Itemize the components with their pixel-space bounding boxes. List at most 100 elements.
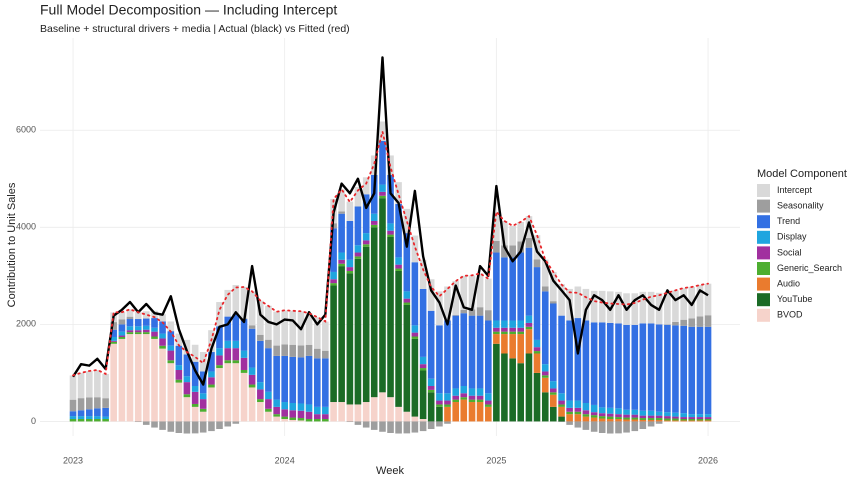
bar-segment — [444, 421, 451, 424]
bar-segment — [403, 291, 411, 299]
bar-segment — [297, 410, 305, 419]
y-tick-label: 4000 — [16, 222, 36, 232]
bar-segment — [664, 420, 671, 422]
bar-segment — [142, 325, 150, 330]
bar-segment — [598, 290, 606, 323]
bar-segment — [281, 416, 288, 420]
legend-label: Social — [777, 247, 802, 257]
bar-segment — [297, 345, 305, 358]
bar-segment — [330, 271, 337, 280]
bar-segment — [427, 279, 435, 311]
bar-segment — [346, 220, 354, 260]
bar-segment — [142, 311, 150, 319]
bar-segment — [69, 375, 77, 400]
bar-segment — [517, 222, 525, 242]
bar-segment — [403, 304, 411, 412]
bar-segment — [281, 409, 288, 417]
bar-segment — [248, 384, 256, 388]
bar-segment — [387, 230, 394, 235]
bar-segment — [436, 406, 443, 422]
bar-segment — [69, 411, 77, 417]
bar-segment — [411, 416, 419, 422]
bar-segment — [313, 414, 321, 420]
bar-segment — [598, 322, 606, 408]
bar-segment — [387, 421, 394, 433]
bar-segment — [615, 408, 622, 415]
bar-segment — [395, 406, 402, 422]
bar-segment — [427, 386, 435, 390]
bar-segment — [379, 184, 386, 192]
bar-segment — [427, 392, 435, 422]
bar-segment — [452, 315, 460, 316]
bar-segment — [248, 291, 256, 326]
bar-segment — [476, 395, 484, 400]
bar-segment — [525, 315, 533, 323]
bar-segment — [354, 252, 362, 257]
bar-segment — [411, 325, 419, 333]
bar-segment — [167, 360, 175, 364]
bar-segment — [655, 419, 663, 422]
bar-segment — [208, 384, 215, 388]
bar-segment — [558, 404, 565, 407]
bar-segment — [322, 358, 329, 407]
bar-segment — [704, 283, 712, 316]
bar-segment — [574, 400, 582, 408]
bar-segment — [476, 315, 484, 389]
bar-segment — [476, 399, 484, 403]
bar-segment — [289, 419, 297, 422]
bar-segment — [297, 418, 305, 421]
bar-segment — [444, 286, 451, 321]
bar-segment — [647, 415, 655, 419]
bar-segment — [151, 421, 158, 428]
bar-segment — [550, 303, 557, 382]
bar-segment — [77, 410, 85, 417]
bar-segment — [501, 245, 508, 258]
bar-segment — [289, 402, 297, 411]
bar-segment — [533, 339, 541, 348]
bar-segment — [639, 418, 647, 420]
bar-segment — [216, 302, 223, 327]
bar-segment — [493, 343, 500, 422]
bar-segment — [395, 421, 402, 434]
bar-segment — [305, 419, 313, 422]
bar-segment — [94, 370, 101, 398]
bar-segment — [509, 320, 516, 328]
bar-segment — [175, 379, 183, 383]
bar-segment — [533, 259, 541, 268]
bar-segment — [582, 410, 590, 415]
bar-segment — [623, 414, 630, 418]
bar-segment — [615, 417, 622, 420]
bar-segment — [606, 416, 614, 420]
bar-segment — [623, 409, 630, 415]
bar-segment — [118, 319, 126, 325]
bar-segment — [639, 415, 647, 419]
bar-segment — [680, 420, 687, 422]
bar-segment — [411, 332, 419, 337]
bar-segment — [403, 233, 411, 292]
bar-segment — [208, 352, 215, 372]
bar-segment — [248, 367, 256, 375]
bar-segment — [501, 353, 508, 422]
bar-segment — [305, 355, 313, 405]
bar-segment — [224, 360, 232, 364]
bar-segment — [199, 408, 207, 412]
bar-segment — [606, 413, 614, 417]
bar-segment — [493, 327, 500, 332]
bar-segment — [151, 327, 158, 332]
bar-segment — [273, 416, 280, 422]
bar-segment — [493, 331, 500, 335]
bar-segment — [590, 417, 598, 422]
bar-segment — [672, 416, 679, 419]
bar-segment — [476, 388, 484, 396]
bar-segment — [444, 320, 451, 394]
bar-segment — [183, 397, 191, 422]
bar-segment — [403, 421, 411, 434]
bar-segment — [598, 413, 606, 417]
bar-segment — [362, 194, 370, 234]
bar-segment — [704, 414, 712, 418]
bar-segment — [370, 397, 378, 422]
legend-label: Generic_Search — [777, 263, 842, 273]
lines — [72, 56, 709, 386]
bar-segment — [126, 332, 134, 335]
bars — [69, 121, 712, 434]
